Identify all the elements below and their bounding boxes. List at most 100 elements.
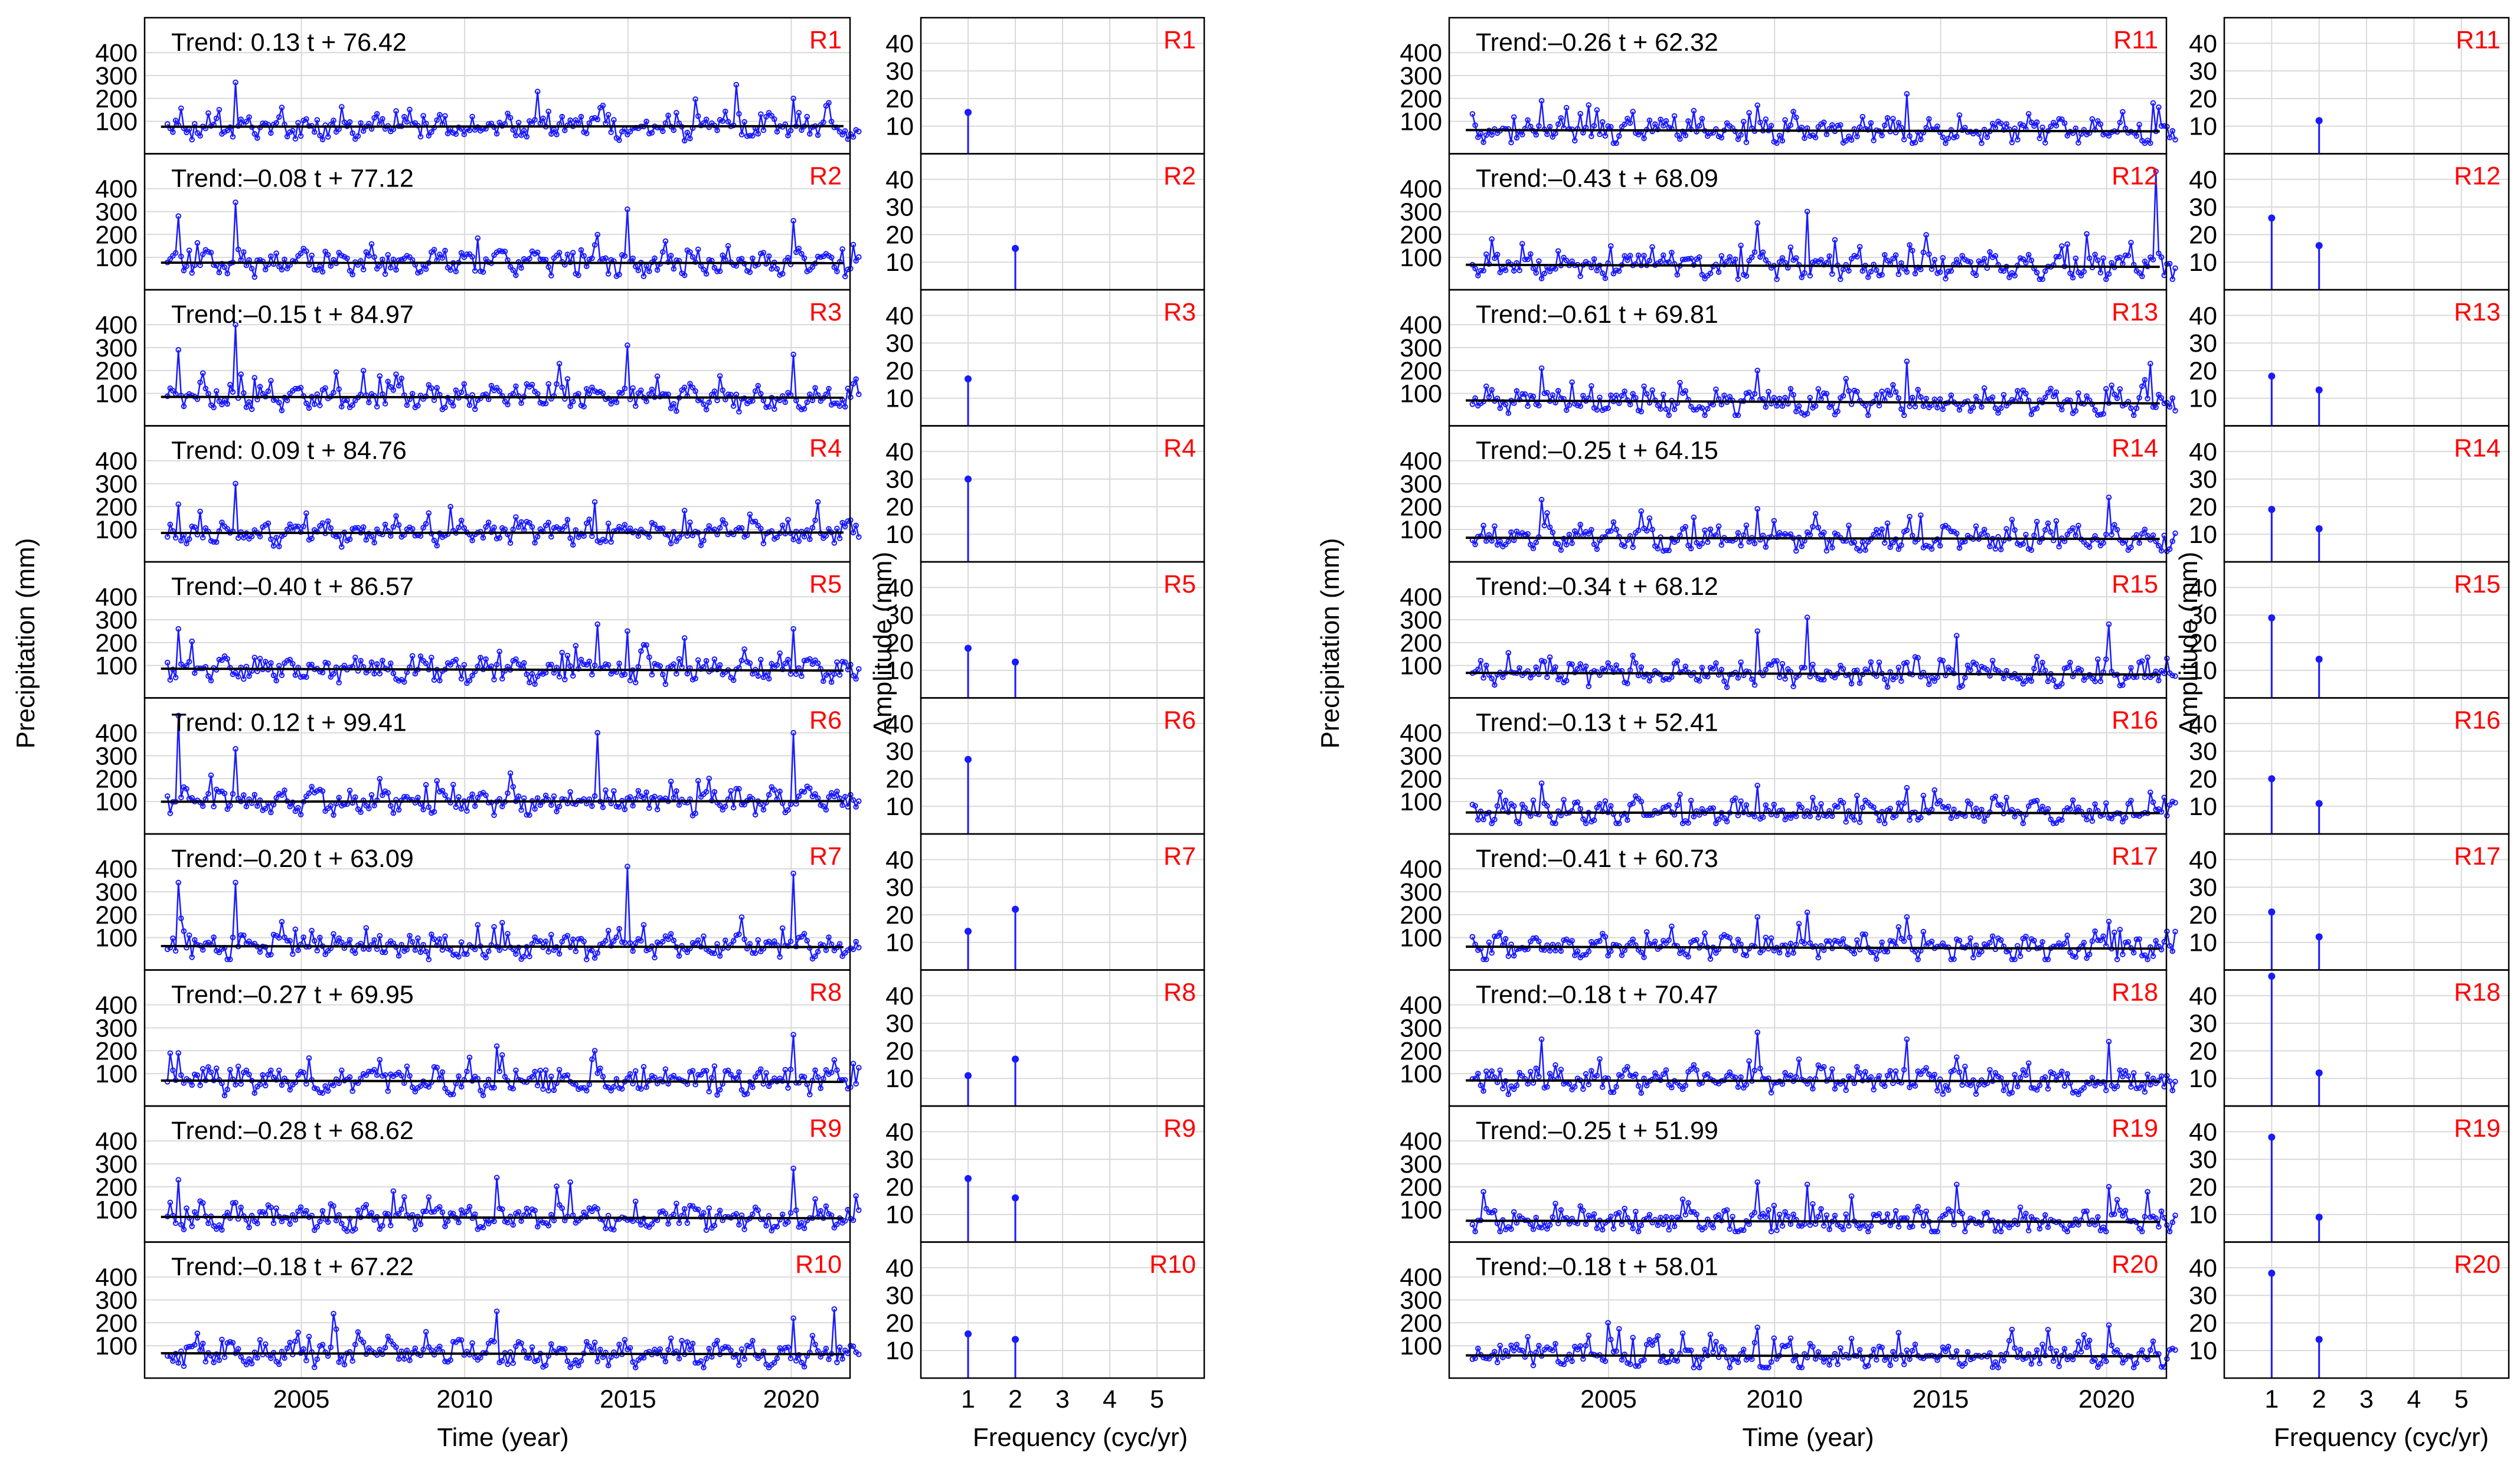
precip-point: [339, 803, 345, 809]
precip-point: [622, 385, 628, 392]
precip-point: [692, 810, 698, 816]
precip-point: [766, 791, 772, 798]
precip-point: [279, 267, 285, 273]
precip-point: [409, 526, 416, 532]
precip-point: [298, 133, 304, 139]
precip-point: [711, 264, 718, 271]
precip-point: [730, 677, 737, 683]
precip-point: [205, 248, 211, 255]
precip-point: [785, 656, 791, 663]
precip-point: [396, 522, 402, 528]
precip-point: [769, 784, 774, 790]
precip-point: [437, 789, 443, 795]
precip-point: [799, 673, 805, 679]
precip-point: [736, 408, 742, 415]
precip-point: [681, 508, 688, 513]
precip-point: [796, 538, 802, 544]
precip-point: [241, 249, 247, 255]
precip-point: [426, 382, 432, 388]
precip-point: [382, 271, 388, 277]
precip-point: [273, 250, 279, 257]
precip-point: [284, 266, 290, 271]
precip-point: [194, 130, 201, 136]
precip-point: [671, 401, 677, 407]
precip-point: [360, 524, 367, 530]
precip-point: [760, 674, 767, 680]
precip-point: [371, 670, 377, 677]
precip-point: [328, 803, 334, 809]
precip-point: [336, 386, 342, 392]
precip-point: [809, 661, 816, 667]
precip-point: [836, 535, 843, 541]
precip-point: [374, 111, 380, 117]
precip-point: [649, 130, 655, 136]
precip-point: [720, 118, 725, 124]
y-tick-label: 100: [95, 652, 138, 680]
precip-point: [502, 248, 508, 254]
precip-point: [532, 806, 538, 812]
precip-point: [760, 127, 767, 133]
trend-line: [1466, 672, 2160, 676]
precip-point: [821, 678, 826, 684]
precip-point: [643, 789, 649, 796]
precip-point: [221, 129, 228, 135]
precip-point: [241, 792, 247, 798]
precip-point: [576, 534, 581, 540]
precip-point: [366, 400, 372, 405]
precip-point: [559, 113, 566, 120]
precip-point: [404, 402, 410, 408]
precip-point: [224, 656, 231, 662]
trend-equation: Trend:–0.43 t + 68.09: [1476, 165, 1718, 193]
precip-point: [747, 133, 753, 139]
trend-line: [161, 945, 844, 948]
precip-point: [279, 407, 285, 414]
precip-point: [251, 375, 258, 381]
precip-point: [352, 794, 358, 800]
precip-point: [472, 803, 478, 809]
region-label: R10: [795, 1251, 842, 1279]
precip-point: [703, 657, 710, 664]
precip-point: [360, 266, 367, 273]
precip-point: [570, 542, 576, 548]
precip-point: [570, 250, 576, 256]
precip-point: [777, 272, 783, 278]
precip-point: [856, 666, 862, 672]
precip-point: [632, 263, 639, 270]
precip-point: [469, 672, 475, 679]
precip-point: [493, 535, 500, 542]
precip-point: [564, 516, 571, 523]
precip-point: [178, 105, 184, 112]
precip-point: [799, 789, 805, 794]
precip-point: [562, 524, 568, 529]
precip-point: [619, 390, 625, 396]
precip-point: [515, 524, 522, 530]
precip-point: [706, 399, 712, 405]
precip-point: [804, 657, 810, 663]
precip-point: [393, 108, 399, 114]
precip-point: [567, 535, 573, 541]
precip-point: [736, 256, 742, 263]
precip-point: [167, 810, 174, 816]
precip-point: [194, 240, 201, 246]
precip-point: [388, 660, 394, 666]
precip-point: [711, 388, 718, 394]
precip-point: [836, 403, 843, 409]
precip-point: [181, 267, 187, 274]
precip-point: [649, 387, 655, 392]
y-tick-label: 200: [95, 629, 138, 657]
y-tick-label: 400: [95, 855, 138, 884]
precip-point: [589, 533, 595, 539]
precip-point: [594, 729, 601, 736]
y-tick-label: 300: [95, 62, 138, 90]
precip-point: [461, 662, 468, 668]
precip-point: [319, 269, 326, 275]
precip-point: [368, 241, 375, 247]
precip-point: [769, 266, 774, 272]
precip-point: [747, 660, 753, 666]
precip-point: [725, 119, 731, 125]
trend-equation: Trend:–0.13 t + 52.41: [1476, 709, 1718, 737]
precip-point: [469, 254, 475, 260]
precip-point: [741, 119, 747, 125]
precip-point: [456, 794, 462, 800]
